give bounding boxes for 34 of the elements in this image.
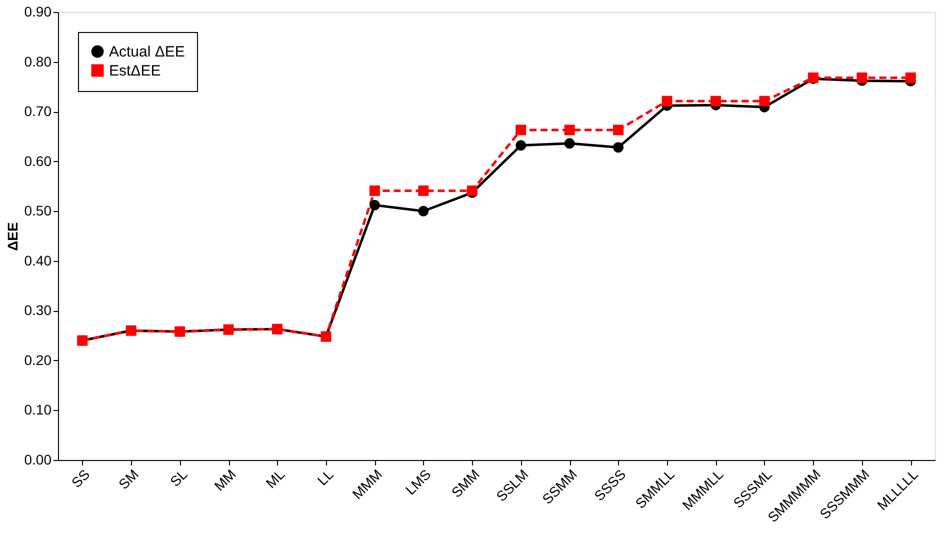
- point: [369, 185, 380, 196]
- legend-label: EstΔEE: [109, 62, 161, 80]
- x-tick-label: SS: [68, 466, 93, 491]
- point: [418, 185, 429, 196]
- legend-label: Actual ΔEE: [109, 44, 185, 60]
- y-axis-title: ΔEE: [4, 222, 20, 251]
- y-tick-label: 0.90: [24, 4, 52, 20]
- point: [564, 138, 575, 149]
- point: [662, 96, 672, 106]
- y-tick-label: 0.10: [24, 402, 52, 418]
- point: [905, 72, 916, 83]
- y-tick-label: 0.30: [24, 302, 52, 318]
- point: [418, 206, 429, 216]
- point: [759, 96, 770, 106]
- point: [613, 124, 624, 136]
- x-tick-label: ML: [262, 466, 288, 492]
- y-tick-label: 0.60: [24, 152, 52, 169]
- y-tick-label: 0.40: [24, 252, 52, 268]
- x-tick-label: SM: [115, 466, 142, 492]
- y-tick-label: 0.70: [24, 103, 52, 120]
- point: [710, 96, 721, 106]
- y-tick-label: 0.00: [24, 452, 52, 468]
- point: [516, 140, 526, 151]
- point: [516, 124, 526, 136]
- point: [564, 124, 575, 136]
- x-tick-label: MM: [211, 466, 239, 494]
- y-tick-label: 0.80: [24, 53, 52, 70]
- y-tick-label: 0.20: [24, 352, 52, 368]
- point: [369, 200, 380, 210]
- x-tick-label: LL: [314, 466, 337, 488]
- point: [856, 72, 868, 83]
- point: [613, 142, 624, 153]
- x-tick-label: SL: [166, 466, 190, 490]
- y-tick-label: 0.50: [24, 202, 52, 219]
